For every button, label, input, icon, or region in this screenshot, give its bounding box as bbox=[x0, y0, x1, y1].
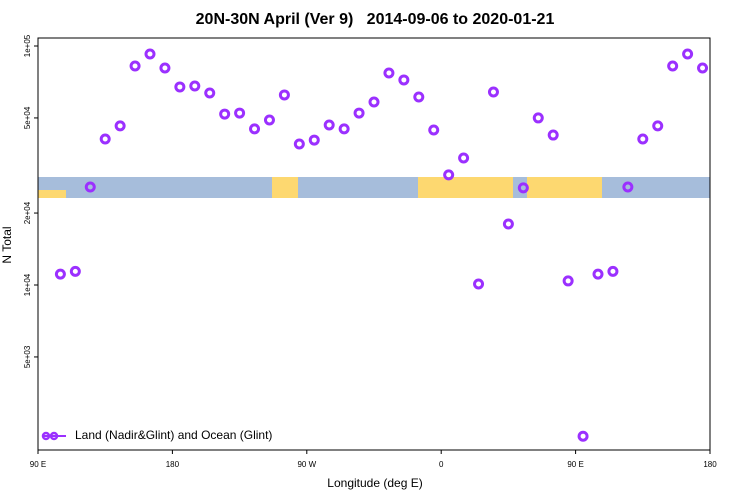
point bbox=[682, 48, 694, 60]
point bbox=[144, 48, 156, 60]
point bbox=[174, 81, 186, 93]
point bbox=[323, 119, 335, 131]
point bbox=[353, 107, 365, 119]
point bbox=[383, 67, 395, 79]
x-axis-label: Longitude (deg E) bbox=[327, 476, 422, 490]
point bbox=[278, 89, 290, 101]
map-band bbox=[38, 177, 710, 198]
plot-frame bbox=[37, 37, 711, 451]
point bbox=[308, 134, 320, 146]
x-tick-label: 90 E bbox=[30, 460, 46, 469]
x-tick-label: 90 E bbox=[567, 460, 583, 469]
chart-title: 20N-30N April (Ver 9) 2014-09-06 to 2020… bbox=[196, 11, 555, 28]
point bbox=[517, 182, 529, 194]
point bbox=[368, 96, 380, 108]
y-tick-label: 5e+03 bbox=[23, 345, 32, 368]
legend-marker bbox=[49, 431, 59, 441]
point bbox=[338, 123, 350, 135]
point bbox=[54, 268, 66, 280]
point bbox=[532, 112, 544, 124]
point bbox=[413, 91, 425, 103]
point bbox=[592, 268, 604, 280]
point bbox=[473, 278, 485, 290]
point bbox=[697, 62, 709, 74]
point bbox=[189, 80, 201, 92]
x-tick-label: 180 bbox=[166, 460, 180, 469]
point bbox=[622, 181, 634, 193]
point bbox=[428, 124, 440, 136]
point bbox=[458, 152, 470, 164]
y-tick-label: 1e+04 bbox=[23, 273, 32, 296]
point bbox=[398, 74, 410, 86]
point bbox=[293, 138, 305, 150]
point bbox=[443, 169, 455, 181]
point bbox=[99, 133, 111, 145]
point bbox=[219, 108, 231, 120]
point bbox=[263, 114, 275, 126]
y-tick-label: 2e+04 bbox=[23, 201, 32, 224]
legend-marker bbox=[41, 431, 51, 441]
x-tick-label: 180 bbox=[703, 460, 717, 469]
point bbox=[562, 275, 574, 287]
point bbox=[114, 120, 126, 132]
x-tick-label: 90 W bbox=[297, 460, 316, 469]
point bbox=[667, 60, 679, 72]
point bbox=[547, 129, 559, 141]
point bbox=[577, 430, 589, 442]
point bbox=[234, 107, 246, 119]
point bbox=[637, 133, 649, 145]
point bbox=[204, 87, 216, 99]
point bbox=[249, 123, 261, 135]
point bbox=[159, 62, 171, 74]
point bbox=[502, 218, 514, 230]
y-axis-label: N Total bbox=[0, 226, 14, 263]
point bbox=[607, 265, 619, 277]
point bbox=[487, 86, 499, 98]
point bbox=[69, 265, 81, 277]
point bbox=[129, 60, 141, 72]
legend-label: Land (Nadir&Glint) and Ocean (Glint) bbox=[75, 428, 272, 442]
y-tick-label: 1e+05 bbox=[23, 34, 32, 57]
x-tick-label: 0 bbox=[439, 460, 444, 469]
point bbox=[652, 120, 664, 132]
y-tick-label: 5e+04 bbox=[23, 106, 32, 129]
point bbox=[84, 181, 96, 193]
